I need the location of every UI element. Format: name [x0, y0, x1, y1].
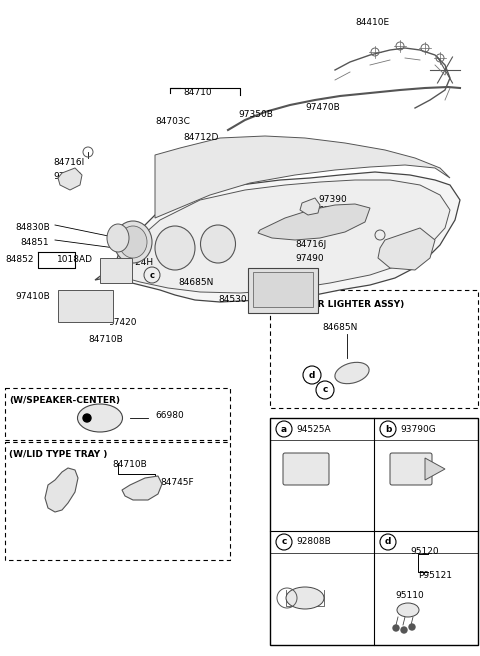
- Text: 97420: 97420: [108, 318, 136, 327]
- Text: 1018AD: 1018AD: [57, 255, 93, 264]
- Text: c: c: [281, 537, 287, 546]
- Text: b: b: [69, 302, 75, 312]
- Text: 84852: 84852: [5, 255, 34, 264]
- Text: 92808B: 92808B: [296, 537, 331, 546]
- Circle shape: [393, 625, 399, 631]
- Text: c: c: [149, 270, 155, 279]
- Polygon shape: [58, 168, 82, 190]
- Polygon shape: [378, 228, 435, 270]
- Text: P95121: P95121: [418, 571, 452, 579]
- Text: 66980: 66980: [155, 411, 184, 419]
- Circle shape: [83, 414, 91, 422]
- Text: 84745F: 84745F: [160, 478, 193, 487]
- Text: 84710B: 84710B: [88, 335, 123, 344]
- Text: 84703C: 84703C: [155, 117, 190, 126]
- Polygon shape: [105, 180, 450, 293]
- Polygon shape: [95, 172, 460, 302]
- Bar: [58, 290, 113, 322]
- Text: 97390: 97390: [318, 195, 347, 204]
- Text: b: b: [385, 424, 391, 434]
- Bar: [253, 272, 313, 307]
- Ellipse shape: [286, 587, 324, 609]
- Ellipse shape: [397, 603, 419, 617]
- Text: 84685N: 84685N: [322, 323, 358, 332]
- Text: 95110: 95110: [395, 592, 424, 600]
- Text: (W/CIGAR LIGHTER ASSY): (W/CIGAR LIGHTER ASSY): [276, 300, 404, 308]
- Bar: [270, 290, 478, 408]
- Text: d: d: [309, 371, 315, 380]
- Ellipse shape: [119, 226, 147, 258]
- Text: 84410E: 84410E: [355, 18, 389, 27]
- Text: 84716I: 84716I: [53, 158, 84, 167]
- Text: 97480: 97480: [53, 172, 82, 181]
- Text: 84712D: 84712D: [183, 133, 218, 142]
- Polygon shape: [258, 204, 370, 240]
- Bar: [5, 388, 230, 440]
- Bar: [100, 258, 132, 283]
- Text: a: a: [281, 424, 287, 434]
- Text: a: a: [217, 251, 223, 260]
- Text: (W/LID TYPE TRAY ): (W/LID TYPE TRAY ): [9, 449, 108, 459]
- Ellipse shape: [201, 225, 236, 263]
- Text: 97380: 97380: [318, 206, 347, 215]
- Text: 84724H: 84724H: [118, 258, 153, 267]
- Text: 97470B: 97470B: [305, 103, 340, 112]
- Polygon shape: [425, 458, 445, 480]
- FancyBboxPatch shape: [283, 453, 329, 485]
- Text: 84830B: 84830B: [15, 223, 50, 232]
- Polygon shape: [45, 468, 78, 512]
- Ellipse shape: [107, 224, 129, 252]
- Text: d: d: [385, 537, 391, 546]
- Polygon shape: [300, 198, 320, 215]
- Text: 94525A: 94525A: [296, 424, 331, 434]
- Text: 84710: 84710: [183, 88, 212, 97]
- Bar: [270, 418, 478, 645]
- Ellipse shape: [114, 221, 152, 263]
- Text: 93790G: 93790G: [400, 424, 436, 434]
- Text: 84530: 84530: [218, 295, 247, 304]
- Ellipse shape: [335, 362, 369, 384]
- Text: 84685N: 84685N: [178, 278, 214, 287]
- FancyBboxPatch shape: [390, 453, 432, 485]
- Bar: [5, 442, 230, 560]
- Text: (W/SPEAKER-CENTER): (W/SPEAKER-CENTER): [9, 396, 120, 405]
- Text: 84716J: 84716J: [295, 240, 326, 249]
- Ellipse shape: [77, 404, 122, 432]
- Ellipse shape: [155, 226, 195, 270]
- Text: 97410B: 97410B: [15, 292, 50, 301]
- Text: 95120: 95120: [410, 548, 439, 556]
- Circle shape: [401, 627, 407, 633]
- Bar: [248, 268, 318, 313]
- Polygon shape: [122, 476, 162, 500]
- Text: 97490: 97490: [295, 254, 324, 263]
- Text: 97350B: 97350B: [238, 110, 273, 119]
- Text: 84710B: 84710B: [113, 460, 147, 469]
- Polygon shape: [155, 136, 450, 218]
- Text: 84851: 84851: [20, 238, 48, 247]
- Text: c: c: [322, 386, 328, 394]
- Circle shape: [409, 624, 415, 630]
